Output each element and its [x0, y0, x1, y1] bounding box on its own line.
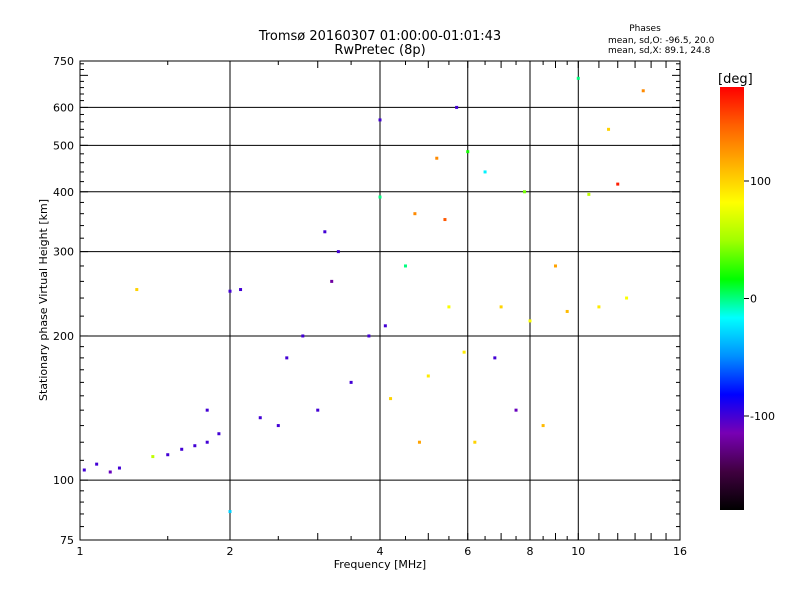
data-point — [95, 462, 99, 466]
y-tick-label: 75 — [60, 534, 74, 547]
data-point — [135, 288, 139, 292]
data-point — [108, 470, 112, 474]
data-point — [330, 279, 334, 283]
data-point — [403, 264, 407, 268]
x-tick-label: 4 — [377, 545, 384, 558]
data-point — [336, 250, 340, 254]
data-point — [378, 195, 382, 199]
data-point — [205, 408, 209, 412]
colorbar-tick-label: 0 — [750, 293, 757, 306]
data-point — [514, 408, 518, 412]
y-tick-label: 400 — [53, 186, 74, 199]
data-point — [82, 468, 86, 472]
data-point — [276, 424, 280, 428]
data-point — [435, 156, 439, 160]
y-axis: 75 100 200 300 400 500 600 750 — [53, 55, 680, 547]
colorbar-ticks: 100 0 -100 — [744, 175, 775, 423]
data-point — [499, 305, 503, 309]
data-point — [607, 127, 611, 131]
x-tick-label: 16 — [673, 545, 687, 558]
y-tick-label: 200 — [53, 330, 74, 343]
data-point — [301, 334, 305, 338]
data-point — [493, 356, 497, 360]
data-point — [349, 380, 353, 384]
x-axis: 1 2 4 6 8 10 16 — [77, 61, 687, 558]
data-point — [378, 118, 382, 122]
data-point — [413, 212, 417, 216]
data-point — [316, 408, 320, 412]
data-point — [473, 440, 477, 444]
data-point — [151, 455, 155, 459]
chart-subtitle: RwPretec (8p) — [334, 43, 425, 58]
data-point — [541, 424, 545, 428]
data-point — [483, 170, 487, 174]
y-tick-label: 100 — [53, 474, 74, 487]
data-point — [625, 296, 629, 300]
x-tick-label: 10 — [571, 545, 585, 558]
data-point — [367, 334, 371, 338]
data-point — [417, 440, 421, 444]
data-point — [462, 350, 466, 354]
data-point — [285, 356, 289, 360]
y-tick-label: 750 — [53, 55, 74, 68]
data-point — [528, 319, 532, 323]
data-point — [443, 218, 447, 222]
colorbar — [720, 87, 744, 510]
data-point — [455, 105, 459, 109]
data-point — [466, 150, 470, 154]
data-point — [228, 510, 232, 514]
data-points — [82, 76, 645, 514]
data-point — [228, 289, 232, 293]
data-point — [205, 440, 209, 444]
grid-lines — [80, 61, 680, 540]
data-point — [523, 190, 527, 194]
data-point — [641, 89, 645, 93]
y-axis-label: Stationary phase Virtual Height [km] — [37, 199, 50, 401]
phase-stats-x: mean, sd,X: 89.1, 24.8 — [608, 46, 711, 56]
data-point — [616, 182, 620, 186]
colorbar-label: [deg] — [718, 72, 753, 87]
data-point — [323, 230, 327, 234]
phase-stats-o: mean, sd,O: -96.5, 20.0 — [608, 36, 715, 46]
chart-title: Tromsø 20160307 01:00:00-01:01:43 — [258, 29, 501, 44]
x-tick-label: 6 — [464, 545, 471, 558]
data-point — [117, 466, 121, 470]
x-tick-label: 1 — [77, 545, 84, 558]
x-axis-label: Frequency [MHz] — [334, 558, 426, 571]
data-point — [166, 453, 170, 457]
data-point — [447, 305, 451, 309]
x-tick-label: 8 — [527, 545, 534, 558]
data-point — [239, 288, 243, 292]
y-tick-label: 300 — [53, 246, 74, 259]
data-point — [180, 447, 184, 451]
data-point — [565, 309, 569, 313]
data-point — [587, 192, 591, 196]
data-point — [553, 264, 557, 268]
data-point — [258, 416, 262, 420]
data-point — [193, 444, 197, 448]
data-point — [383, 324, 387, 328]
data-point — [576, 76, 580, 80]
data-point — [217, 432, 221, 436]
colorbar-tick-label: -100 — [750, 410, 775, 423]
data-point — [597, 305, 601, 309]
phase-stats-header: Phases — [629, 24, 661, 34]
data-point — [426, 374, 430, 378]
y-tick-label: 600 — [53, 101, 74, 114]
colorbar-tick-label: 100 — [750, 175, 771, 188]
x-tick-label: 2 — [227, 545, 234, 558]
data-point — [389, 397, 393, 401]
y-tick-label: 500 — [53, 139, 74, 152]
